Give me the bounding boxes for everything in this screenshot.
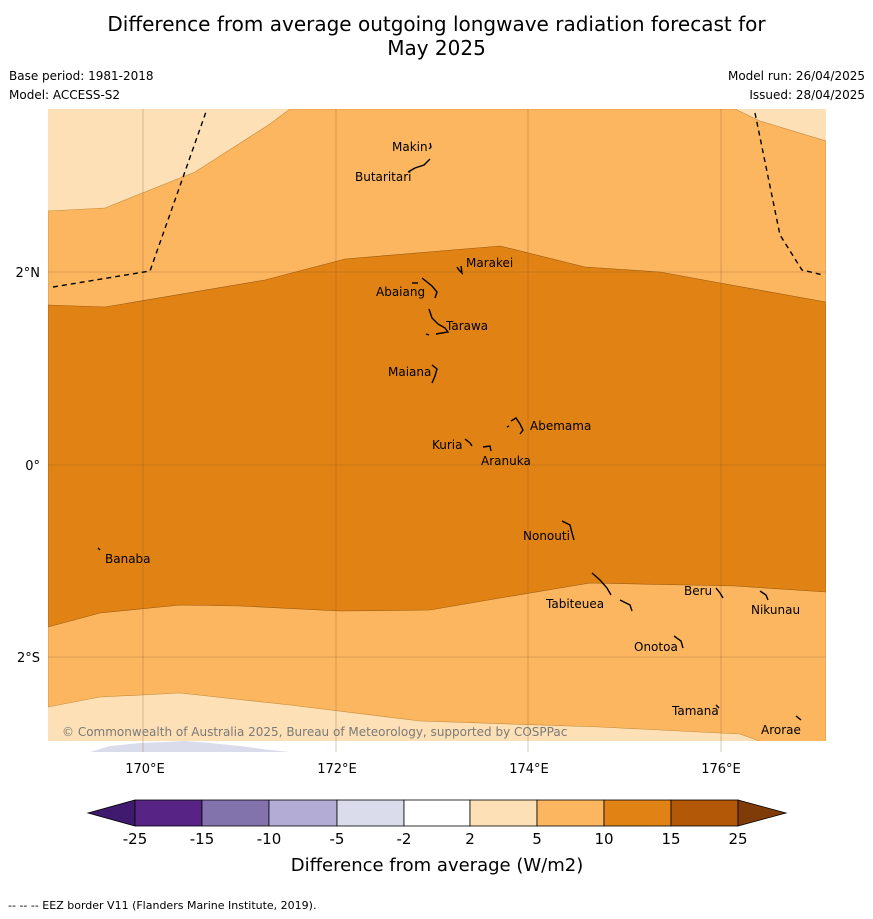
label-aranuka: Aranuka <box>481 454 531 468</box>
label-nonouti: Nonouti <box>523 529 570 543</box>
lat-labels: 2°N 0° 2°S <box>16 266 41 666</box>
colorbar-tick: 25 <box>728 830 747 848</box>
white-strip <box>48 741 826 752</box>
meta-right: Model run: 26/04/2025 Issued: 28/04/2025 <box>728 67 865 105</box>
colorbar-tick: 5 <box>532 830 542 848</box>
colorbar-label: Difference from average (W/m2) <box>291 855 583 876</box>
colorbar-tick: 15 <box>661 830 680 848</box>
model-run: Model run: 26/04/2025 <box>727 69 865 83</box>
band-minus-lobe <box>90 741 290 752</box>
colorbar-cell <box>268 799 338 827</box>
label-abaiang: Abaiang <box>376 285 425 299</box>
colorbar-cell <box>670 799 739 827</box>
copyright-notice: © Commonwealth of Australia 2025, Bureau… <box>62 725 567 739</box>
colorbar-arrow-right <box>737 799 788 827</box>
meta-left: Base period: 1981-2018 Model: ACCESS-S2 <box>9 67 154 105</box>
model-name: Model: ACCESS-S2 <box>9 88 121 102</box>
label-tamana: Tamana <box>671 704 719 718</box>
label-onotoa: Onotoa <box>634 640 678 654</box>
island-shapes <box>97 142 802 721</box>
colorbar-tick: -5 <box>330 830 345 848</box>
colorbar-cell <box>134 799 203 827</box>
label-kuria: Kuria <box>432 438 463 452</box>
label-butaritari: Butaritari <box>355 170 412 184</box>
lon-label-176e: 176°E <box>701 762 741 777</box>
eez-footnote: -- -- -- EEZ border V11 (Flanders Marine… <box>8 899 317 912</box>
colorbar-tick: -25 <box>123 830 148 848</box>
chart-title: Difference from average outgoing longwav… <box>0 12 873 60</box>
title-line-2: May 2025 <box>387 36 486 60</box>
colorbar-cell <box>536 799 605 827</box>
island-labels: Makin Butaritari Marakei Abaiang Tarawa … <box>105 140 801 737</box>
map-plot: Makin Butaritari Marakei Abaiang Tarawa … <box>48 109 826 752</box>
colorbar-cell <box>336 799 405 827</box>
label-tabiteuea: Tabiteuea <box>545 597 604 611</box>
lon-label-172e: 172°E <box>317 762 357 777</box>
colorbar-ticks: -25 -15 -10 -5 -2 2 5 10 15 25 <box>123 830 748 848</box>
colorbar-cell <box>403 799 471 827</box>
colorbar-cell <box>201 799 270 827</box>
base-period: Base period: 1981-2018 <box>9 69 154 83</box>
colorbar-cell <box>469 799 538 827</box>
label-marakei: Marakei <box>466 256 513 270</box>
colorbar-tick: -2 <box>397 830 412 848</box>
label-tarawa: Tarawa <box>445 319 488 333</box>
label-maiana: Maiana <box>388 365 431 379</box>
lon-label-170e: 170°E <box>125 762 165 777</box>
title-line-1: Difference from average outgoing longwav… <box>107 12 766 36</box>
colorbar-tick: -10 <box>257 830 282 848</box>
lon-labels: 170°E 172°E 174°E 176°E <box>125 762 741 777</box>
label-banaba: Banaba <box>105 552 151 566</box>
eez-border <box>52 109 824 288</box>
grid-lines <box>48 109 826 752</box>
lon-label-174e: 174°E <box>509 762 549 777</box>
colorbar-cell <box>603 799 672 827</box>
colorbar-tick: 10 <box>594 830 613 848</box>
lat-label-2n: 2°N <box>16 266 41 281</box>
colorbar-arrow-left <box>86 799 136 827</box>
colorbar-tick: -15 <box>190 830 215 848</box>
label-makin: Makin <box>392 140 428 154</box>
lat-label-0: 0° <box>25 459 40 474</box>
issued-date: Issued: 28/04/2025 <box>749 88 865 102</box>
label-nikunau: Nikunau <box>751 603 800 617</box>
colorbar-tick: 2 <box>465 830 475 848</box>
label-beru: Beru <box>684 584 712 598</box>
label-abemama: Abemama <box>530 419 591 433</box>
colorbar: -25 -15 -10 -5 -2 2 5 10 15 25 Differenc… <box>86 799 788 876</box>
band-10-15 <box>48 245 826 628</box>
label-arorae: Arorae <box>761 723 801 737</box>
lat-label-2s: 2°S <box>17 651 40 666</box>
